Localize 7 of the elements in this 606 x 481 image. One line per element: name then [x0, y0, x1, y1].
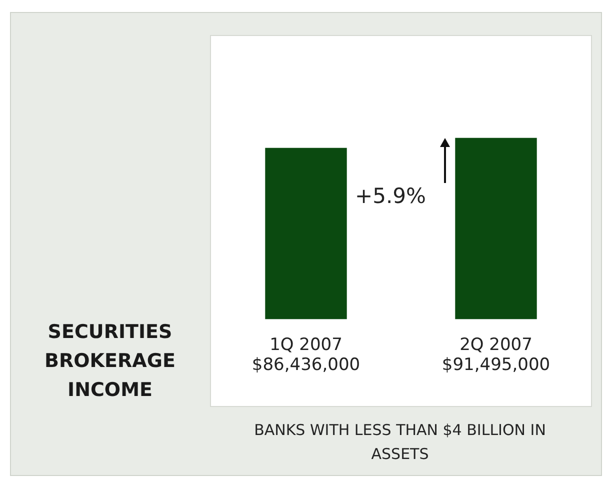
text: SECURITIES BROKERAGE INCOME [44, 320, 176, 403]
annotation: +5.9% [355, 184, 426, 208]
data-label: $86,436,000 [252, 355, 360, 376]
x-axis-title: BANKS WITH LESS THAN $4 BILLION IN ASSETS [253, 420, 547, 465]
data-label: $91,495,000 [442, 355, 550, 376]
x-tick-label: 1Q 2007 [270, 334, 342, 355]
x-tick-label: 2Q 2007 [460, 334, 532, 355]
